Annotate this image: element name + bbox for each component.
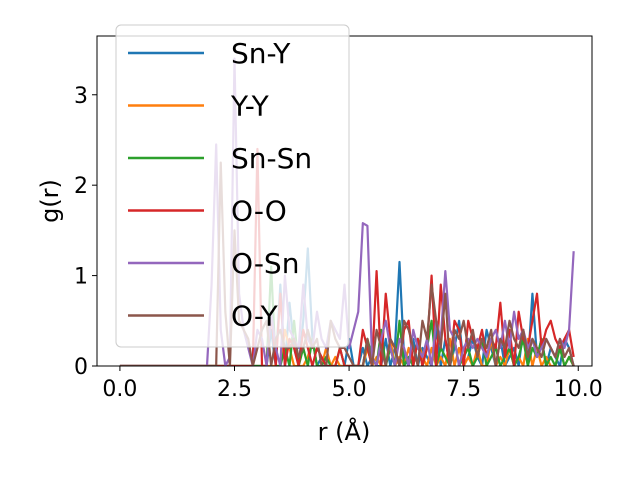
x-tick-label: 0.0 — [102, 377, 137, 402]
legend-label: O-O — [231, 195, 287, 228]
x-axis-label: r (Å) — [318, 417, 371, 446]
legend-label: O-Y — [231, 300, 279, 333]
series-line-o-y — [119, 161, 575, 366]
y-tick-label: 3 — [74, 84, 88, 109]
x-tick-label: 5.0 — [332, 377, 367, 402]
legend-label: Sn-Y — [231, 37, 291, 70]
legend-label: Sn-Sn — [231, 142, 312, 175]
y-axis: 0 1 2 3 — [74, 84, 97, 380]
y-tick-label: 0 — [74, 355, 88, 380]
x-tick-label: 7.5 — [446, 377, 481, 402]
x-tick-label: 10.0 — [554, 377, 603, 402]
series-line-y-y — [119, 328, 575, 366]
legend-label: Y-Y — [230, 90, 270, 123]
y-tick-label: 1 — [74, 265, 88, 290]
series-line-o-o — [119, 147, 575, 366]
legend: Sn-Y Y-Y Sn-Sn O-O O-Sn O-Y — [115, 24, 350, 348]
x-axis: 0.0 2.5 5.0 7.5 10.0 — [102, 366, 603, 402]
y-tick-label: 2 — [74, 174, 88, 199]
x-tick-label: 2.5 — [217, 377, 252, 402]
y-axis-label: g(r) — [36, 179, 64, 223]
legend-label: O-Sn — [231, 247, 299, 280]
